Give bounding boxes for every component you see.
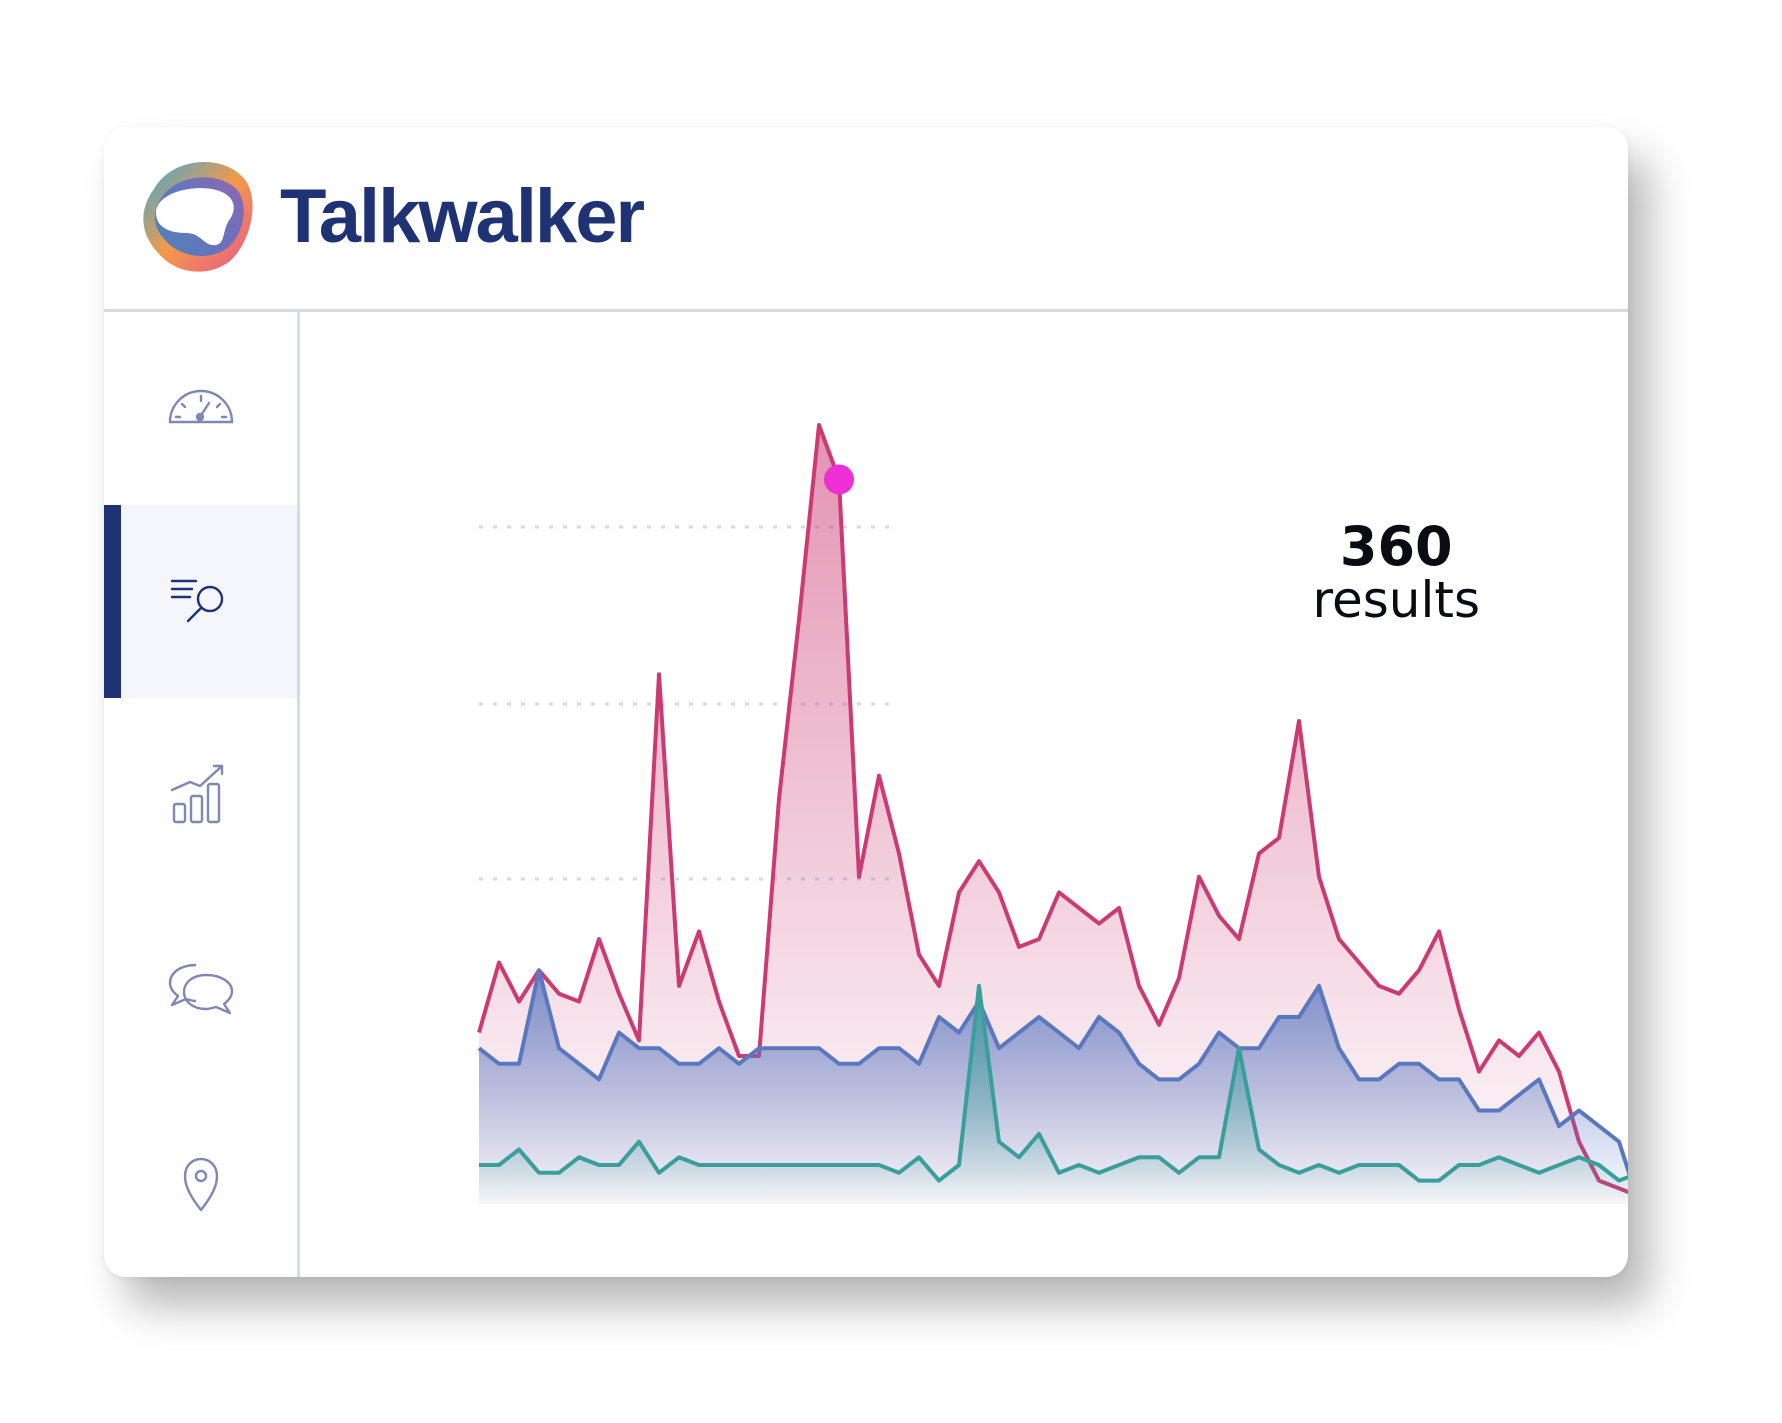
sidebar-item-analytics[interactable] — [104, 698, 297, 891]
app-window: Talkwalker — [104, 127, 1628, 1277]
chat-bubbles-icon — [168, 963, 233, 1014]
sidebar-item-dashboard[interactable] — [104, 312, 297, 505]
brand-name: Talkwalker — [280, 174, 645, 259]
series-line — [477, 968, 1628, 1177]
series-area — [479, 985, 1628, 1204]
search-list-icon — [170, 579, 223, 622]
sidebar-item-location[interactable] — [104, 1084, 297, 1277]
talkwalker-logo-icon — [143, 161, 253, 272]
speedometer-icon — [168, 389, 233, 423]
map-pin-icon — [183, 1157, 218, 1211]
header: Talkwalker — [104, 127, 1628, 312]
sidebar-item-search[interactable] — [104, 505, 297, 698]
results-summary: 360 results — [1312, 515, 1480, 629]
sidebar-item-conversations[interactable] — [104, 891, 297, 1084]
bar-chart-trend-icon — [170, 764, 223, 823]
chart-canvas — [477, 423, 1628, 1204]
peak-marker — [824, 464, 854, 495]
series-area — [479, 970, 1628, 1204]
results-count: 360 — [1339, 515, 1453, 578]
results-label: results — [1312, 571, 1480, 629]
sidebar — [104, 312, 300, 1277]
series-line — [477, 423, 1628, 1195]
series-area — [479, 425, 1628, 1204]
series-line — [479, 983, 1628, 1183]
mentions-chart: 360 results — [300, 312, 1628, 1277]
